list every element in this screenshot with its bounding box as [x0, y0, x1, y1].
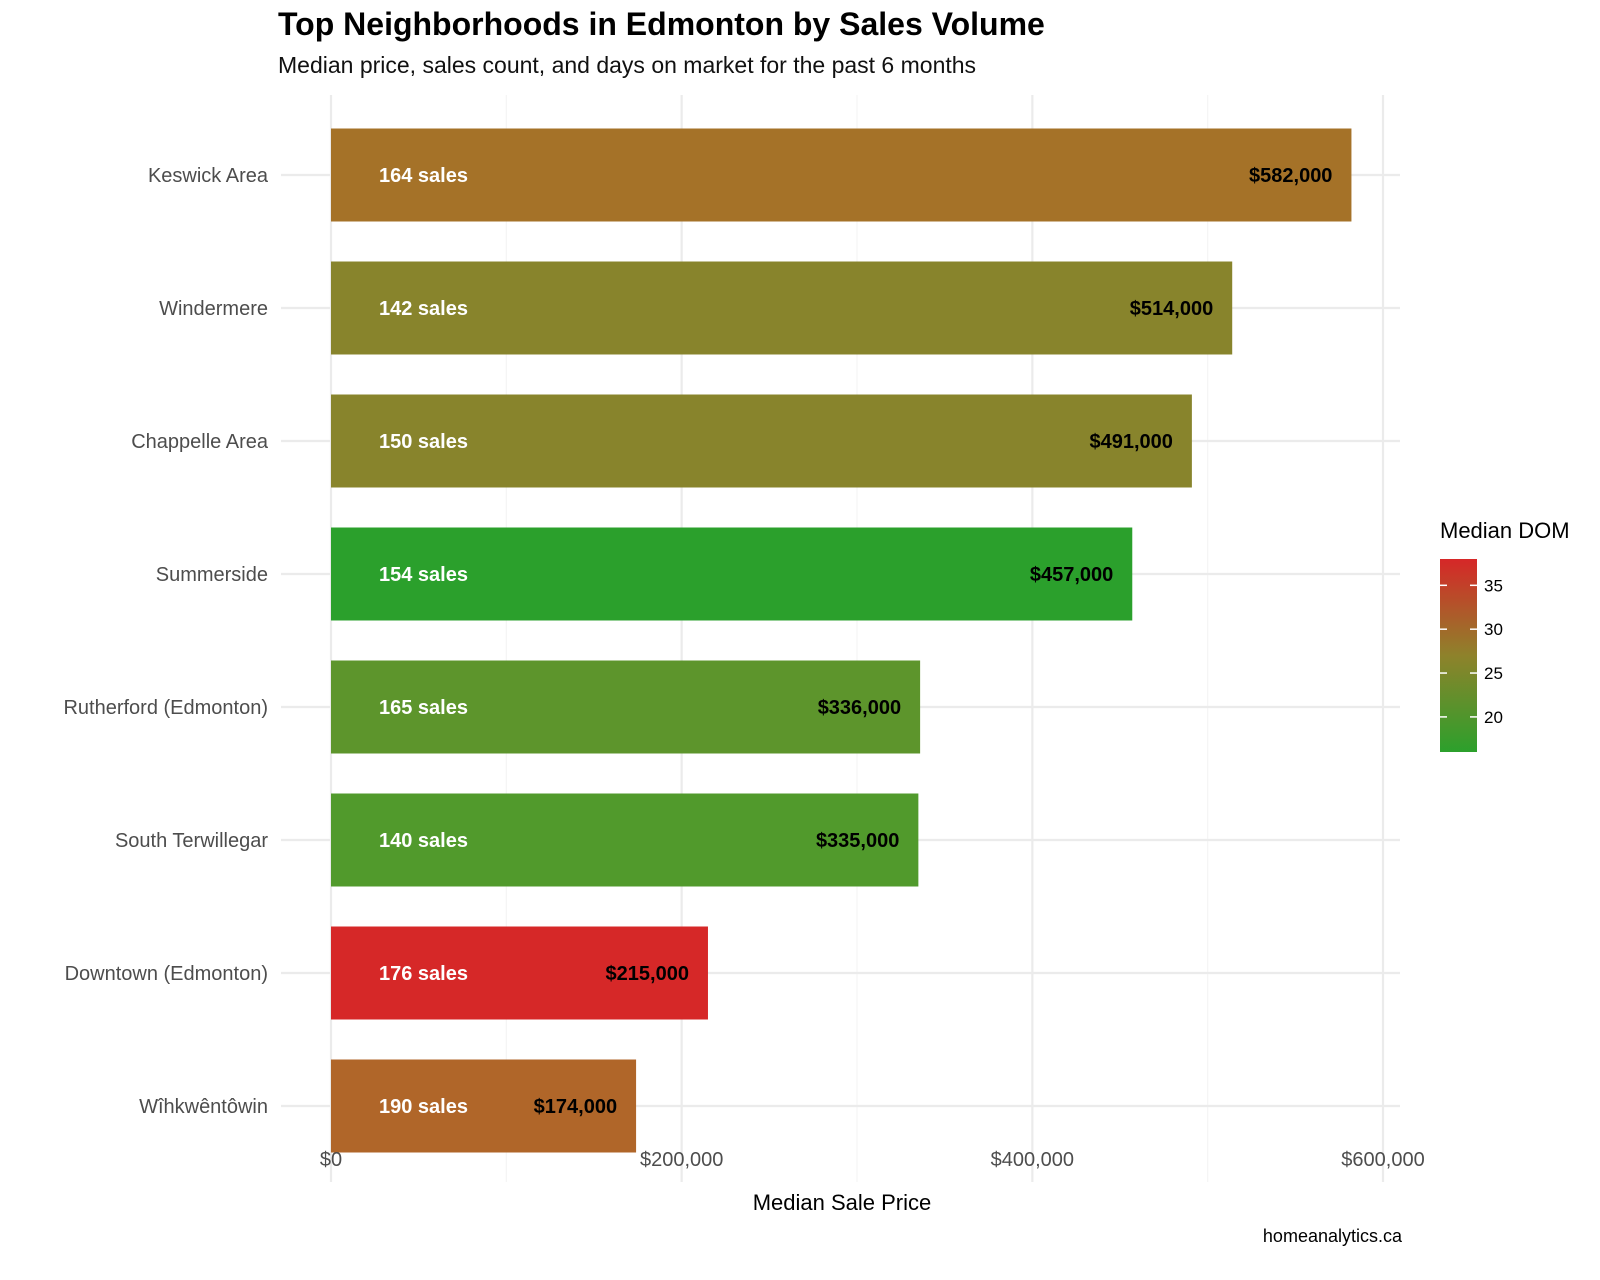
legend-title: Median DOM [1440, 518, 1570, 543]
sales-label: 190 sales [379, 1096, 468, 1118]
legend-tick-label: 20 [1484, 708, 1503, 727]
value-label: $514,000 [1130, 298, 1213, 320]
bar [331, 660, 921, 754]
legend-tick-label: 35 [1484, 576, 1503, 595]
y-tick-label: Summerside [156, 564, 268, 586]
y-tick-label: South Terwillegar [115, 830, 268, 852]
bars: 164 sales $582,000 142 sales $514,000 150 sa… [331, 128, 1352, 1153]
sales-label: 165 sales [379, 697, 468, 719]
y-tick-label: Windermere [159, 298, 268, 320]
x-axis-labels: $0 $200,000 $400,000 $600,000 [320, 1149, 1425, 1171]
x-tick-label: $400,000 [991, 1149, 1074, 1171]
x-tick-label: $200,000 [640, 1149, 723, 1171]
chart-subtitle: Median price, sales count, and days on m… [278, 52, 977, 78]
bar [331, 394, 1192, 488]
x-tick-label: $600,000 [1341, 1149, 1424, 1171]
x-tick-label: $0 [320, 1149, 342, 1171]
bar [331, 1059, 637, 1153]
y-tick-label: Rutherford (Edmonton) [63, 697, 268, 719]
value-label: $336,000 [818, 697, 901, 719]
bar [331, 128, 1352, 222]
y-axis-labels: Keswick Area Windermere Chappelle Area Summ… [63, 165, 268, 1118]
y-tick-label: Chappelle Area [131, 431, 269, 453]
color-legend: Median DOM 20 25 30 35 [1440, 518, 1570, 752]
legend-tick-label: 30 [1484, 620, 1503, 639]
x-axis-title: Median Sale Price [753, 1190, 932, 1215]
bar [331, 527, 1133, 621]
sales-label: 142 sales [379, 298, 468, 320]
chart-title: Top Neighborhoods in Edmonton by Sales V… [278, 6, 1045, 42]
chart-caption: homeanalytics.ca [1262, 1226, 1402, 1246]
value-label: $335,000 [816, 830, 899, 852]
legend-ticks: 20 25 30 35 [1440, 576, 1503, 727]
y-tick-label: Downtown (Edmonton) [65, 963, 268, 985]
legend-colorbar [1440, 559, 1477, 752]
bar [331, 793, 919, 887]
value-label: $174,000 [534, 1096, 617, 1118]
value-label: $582,000 [1249, 165, 1332, 187]
sales-label: 176 sales [379, 963, 468, 985]
legend-tick-label: 25 [1484, 664, 1503, 683]
y-tick-label: Wîhkwêntôwin [139, 1096, 268, 1118]
bar [331, 261, 1233, 355]
bar [331, 926, 708, 1020]
value-label: $457,000 [1030, 564, 1113, 586]
sales-label: 140 sales [379, 830, 468, 852]
value-label: $491,000 [1089, 431, 1172, 453]
sales-label: 150 sales [379, 431, 468, 453]
sales-label: 164 sales [379, 165, 468, 187]
y-tick-label: Keswick Area [148, 165, 269, 187]
sales-label: 154 sales [379, 564, 468, 586]
value-label: $215,000 [606, 963, 689, 985]
